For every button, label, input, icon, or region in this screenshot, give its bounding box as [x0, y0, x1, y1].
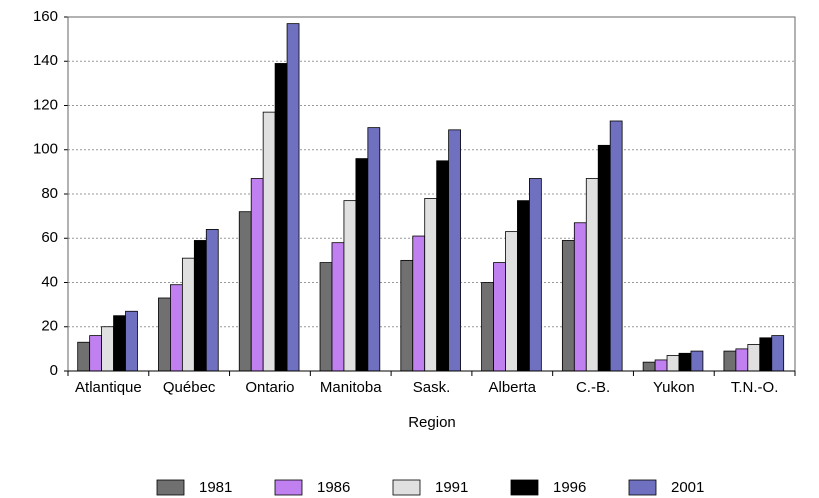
y-tick-label: 100	[33, 141, 58, 158]
legend-label: 1996	[553, 479, 586, 496]
y-tick-label: 40	[41, 273, 58, 290]
y-tick-label: 60	[41, 229, 58, 246]
bar	[654, 359, 668, 372]
bar	[747, 344, 761, 372]
legend-label: 2001	[671, 479, 704, 496]
legend-swatch	[274, 479, 303, 496]
bar	[125, 310, 138, 372]
y-tick-label: 160	[33, 8, 58, 25]
legend-swatch	[510, 479, 539, 496]
x-tick-label: C.-B.	[576, 379, 610, 396]
x-tick-label: Ontario	[245, 379, 294, 396]
x-tick-label: Sask.	[413, 379, 451, 396]
y-tick-label: 140	[33, 52, 58, 69]
bar	[343, 200, 357, 372]
bar	[493, 262, 506, 372]
bar	[205, 228, 219, 372]
bar	[319, 262, 333, 372]
bar	[424, 198, 438, 372]
bar	[771, 335, 785, 372]
legend-label: 1981	[199, 479, 232, 496]
bar	[448, 129, 461, 372]
x-tick-label: T.N.-O.	[731, 379, 779, 396]
bar	[690, 350, 704, 372]
bar	[193, 240, 207, 372]
bar	[561, 240, 575, 372]
y-tick-label: 120	[33, 96, 58, 113]
bar	[517, 200, 530, 372]
bar	[262, 111, 276, 372]
bar	[481, 282, 494, 372]
legend-swatch	[156, 479, 185, 496]
legend-label: 1991	[435, 479, 468, 496]
bar	[331, 242, 345, 372]
bar	[355, 158, 369, 372]
bar	[759, 337, 773, 372]
x-tick-label: Manitoba	[320, 379, 382, 396]
bar	[597, 144, 611, 372]
bar	[274, 63, 288, 372]
bar	[723, 350, 737, 372]
y-tick-label: 80	[41, 185, 58, 202]
bar	[642, 361, 656, 372]
bar	[77, 341, 91, 372]
bar	[529, 178, 542, 372]
bar	[400, 259, 414, 372]
legend-swatch	[392, 479, 421, 496]
bar	[666, 355, 680, 372]
legend-label: 1986	[317, 479, 350, 496]
y-tick-label: 0	[50, 362, 58, 379]
bar	[585, 178, 599, 372]
bar	[412, 235, 426, 372]
bar	[181, 257, 195, 372]
bar	[238, 211, 252, 372]
x-tick-label: Québec	[163, 379, 216, 396]
legend-swatch	[628, 479, 657, 496]
bar	[89, 335, 103, 372]
x-tick-label: Alberta	[489, 379, 537, 396]
bar	[735, 348, 749, 372]
x-tick-label: Atlantique	[75, 379, 142, 396]
bar	[170, 284, 183, 372]
bar	[505, 231, 518, 372]
x-axis-label: Region	[408, 414, 456, 431]
bar	[573, 222, 587, 372]
x-tick-label: Yukon	[653, 379, 695, 396]
bar	[113, 315, 126, 372]
bar	[367, 127, 381, 372]
y-tick-label: 20	[41, 318, 58, 335]
bar	[101, 326, 114, 372]
bar	[158, 297, 171, 372]
bar	[286, 23, 300, 372]
bar	[250, 178, 264, 372]
bar	[436, 160, 450, 372]
bar	[678, 352, 692, 372]
bar	[609, 120, 623, 372]
